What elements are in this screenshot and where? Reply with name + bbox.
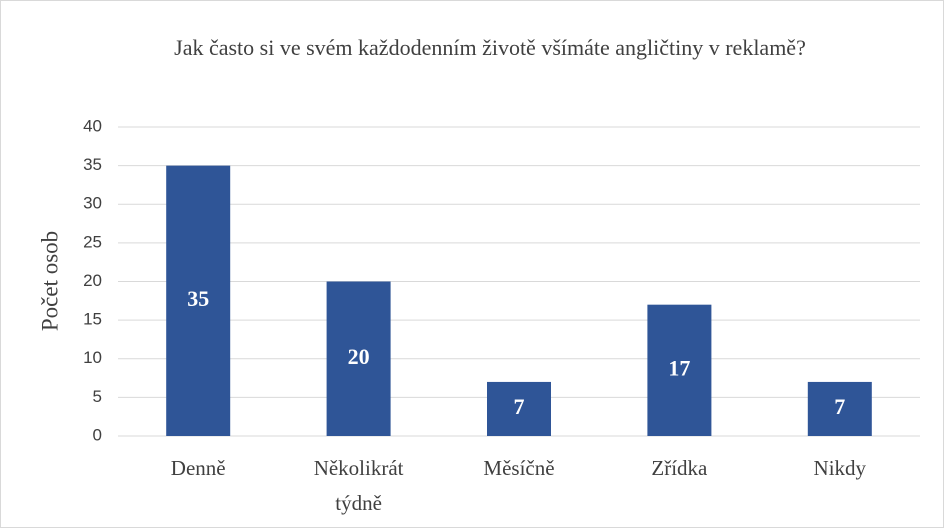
chart-title: Jak často si ve svém každodenním životě … <box>174 35 806 60</box>
bar <box>326 281 391 436</box>
bar <box>647 304 712 436</box>
bar <box>487 381 551 436</box>
data-label: 20 <box>348 344 370 369</box>
x-tick-label: Několikrát týdně <box>314 456 404 515</box>
data-label: 7 <box>514 394 525 419</box>
y-tick-label: 20 <box>83 271 102 290</box>
y-tick-label: 0 <box>93 425 102 444</box>
y-tick-label: 40 <box>83 116 102 135</box>
y-tick-label: 15 <box>83 310 102 329</box>
y-tick-label: 35 <box>83 155 102 174</box>
y-tick-label: 10 <box>83 348 102 367</box>
data-label: 7 <box>834 394 845 419</box>
y-tick-label: 25 <box>83 232 102 251</box>
x-tick-label: Denně <box>171 456 226 480</box>
y-tick-label: 5 <box>93 387 102 406</box>
bar <box>807 381 872 436</box>
x-tick-label: Nikdy <box>814 456 867 480</box>
bar <box>166 165 231 436</box>
y-tick-label: 30 <box>83 194 102 213</box>
data-label: 17 <box>668 355 690 380</box>
x-tick-label: Měsíčně <box>483 456 554 480</box>
y-axis-label: Počet osob <box>37 231 62 331</box>
x-tick-label: Zřídka <box>651 456 708 480</box>
data-label: 35 <box>187 286 209 311</box>
